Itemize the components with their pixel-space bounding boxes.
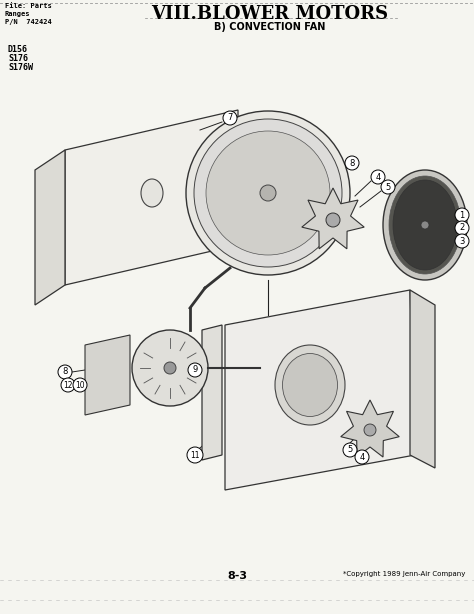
Ellipse shape [389, 176, 461, 274]
Text: 8: 8 [62, 368, 68, 376]
Circle shape [364, 424, 376, 436]
Text: File: Parts: File: Parts [5, 3, 52, 9]
Circle shape [326, 213, 340, 227]
Circle shape [187, 447, 203, 463]
Text: D156: D156 [8, 45, 28, 54]
Circle shape [381, 180, 395, 194]
Ellipse shape [383, 170, 467, 280]
Circle shape [421, 221, 429, 229]
Circle shape [260, 185, 276, 201]
Circle shape [164, 362, 176, 374]
Text: VIII.BLOWER MOTORS: VIII.BLOWER MOTORS [151, 5, 389, 23]
Text: 4: 4 [359, 453, 365, 462]
Circle shape [61, 378, 75, 392]
Text: 5: 5 [347, 446, 353, 454]
Circle shape [188, 363, 202, 377]
Text: S176W: S176W [8, 63, 33, 72]
Circle shape [455, 221, 469, 235]
Circle shape [345, 156, 359, 170]
Text: B) CONVECTION FAN: B) CONVECTION FAN [214, 22, 326, 32]
Circle shape [186, 111, 350, 275]
Text: 7: 7 [228, 114, 233, 123]
Polygon shape [302, 188, 364, 249]
Ellipse shape [141, 179, 163, 207]
Text: 8: 8 [349, 158, 355, 168]
Circle shape [73, 378, 87, 392]
Polygon shape [35, 150, 65, 305]
Polygon shape [410, 290, 435, 468]
Circle shape [194, 119, 342, 267]
Text: P/N  742424: P/N 742424 [5, 19, 52, 25]
Polygon shape [65, 110, 238, 285]
Text: 4: 4 [375, 173, 381, 182]
Text: 11: 11 [190, 451, 200, 459]
Text: 1: 1 [459, 211, 465, 219]
Ellipse shape [283, 354, 337, 416]
Ellipse shape [393, 180, 457, 270]
Circle shape [132, 330, 208, 406]
Circle shape [455, 234, 469, 248]
Text: Ranges: Ranges [5, 11, 30, 17]
Circle shape [455, 208, 469, 222]
Polygon shape [202, 325, 222, 460]
Text: 10: 10 [75, 381, 85, 389]
Polygon shape [341, 400, 399, 457]
Text: 2: 2 [459, 223, 465, 233]
Text: 12: 12 [63, 381, 73, 389]
Polygon shape [225, 290, 415, 490]
Ellipse shape [275, 345, 345, 425]
Circle shape [355, 450, 369, 464]
Text: 8-3: 8-3 [227, 571, 247, 581]
Circle shape [343, 443, 357, 457]
Text: 3: 3 [459, 236, 465, 246]
Polygon shape [85, 335, 130, 415]
Text: S176: S176 [8, 54, 28, 63]
Circle shape [223, 111, 237, 125]
Text: 9: 9 [192, 365, 198, 375]
Circle shape [58, 365, 72, 379]
Text: 5: 5 [385, 182, 391, 192]
Circle shape [206, 131, 330, 255]
Circle shape [371, 170, 385, 184]
Text: *Copyright 1989 Jenn-Air Company: *Copyright 1989 Jenn-Air Company [343, 571, 465, 577]
